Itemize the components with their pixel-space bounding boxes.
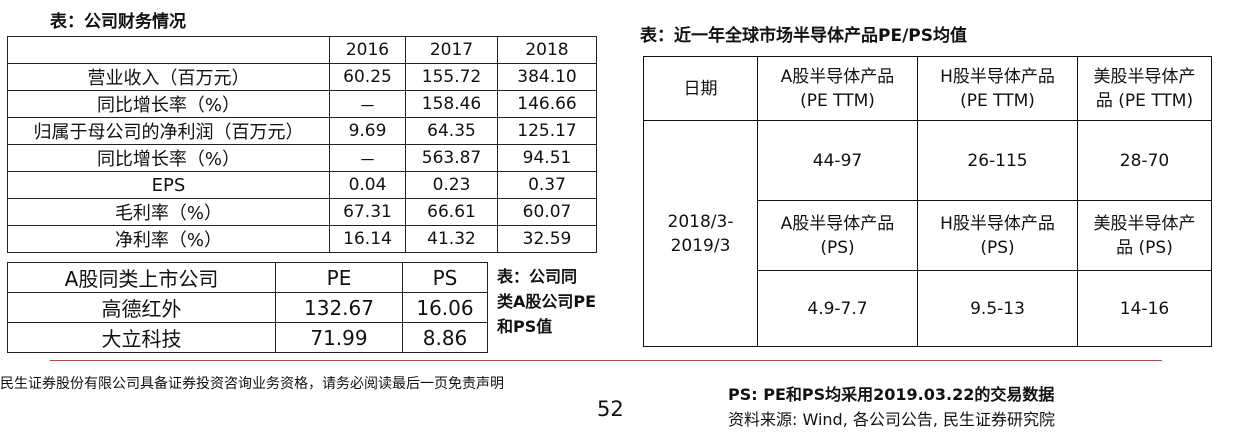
column-header: A股同类上市公司: [7, 262, 276, 293]
table-row: 同比增长率（%）－ 563.87 94.51: [7, 144, 597, 172]
financial-header-row: 2016 2017 2018: [7, 36, 597, 64]
company-name: 大立科技: [7, 322, 276, 353]
table-cell: 125.17: [497, 117, 597, 145]
ps-value-us: 14-16: [1077, 270, 1212, 347]
row-label: EPS: [7, 171, 330, 199]
table-cell: 155.72: [405, 63, 498, 91]
table-cell: 158.46: [405, 90, 498, 118]
disclaimer-text: 民生证券股份有限公司具备证券投资咨询业务资格，请务必阅读最后一页免责声明: [0, 376, 504, 392]
table-row: 高德红外 132.67 16.06: [7, 292, 488, 323]
table-cell: 563.87: [405, 144, 498, 172]
table-cell: 32.59: [497, 225, 597, 253]
table-cell: 384.10: [497, 63, 597, 91]
table-row: 净利率（%） 16.14 41.32 32.59: [7, 225, 597, 253]
table-cell: －: [329, 90, 406, 118]
column-header: 2018: [497, 36, 597, 64]
pe-header-a: A股半导体产品 (PE TTM): [757, 56, 918, 121]
pe-value-us: 28-70: [1077, 120, 1212, 201]
table-row: 同比增长率（%）－ 158.46 146.66: [7, 90, 597, 118]
table-cell: 0.37: [497, 171, 597, 199]
financial-table-title: 表：公司财务情况: [50, 12, 186, 32]
column-header: 2017: [405, 36, 498, 64]
table-row: 大立科技 71.99 8.86: [7, 322, 488, 353]
footer-divider: [50, 360, 1162, 361]
pe-header-h: H股半导体产品 (PE TTM): [917, 56, 1078, 121]
column-header: PS: [402, 262, 488, 293]
table-row: 毛利率（%） 67.31 66.61 60.07: [7, 198, 597, 226]
table-row: 归属于母公司的净利润（百万元） 9.69 64.35 125.17: [7, 117, 597, 145]
row-label: 营业收入（百万元）: [7, 63, 330, 91]
date-header: 日期: [643, 56, 758, 121]
pe-value-a: 44-97: [757, 120, 918, 201]
table-cell: 64.35: [405, 117, 498, 145]
table-cell: 0.23: [405, 171, 498, 199]
table-cell: 0.04: [329, 171, 406, 199]
peer-table-caption: 表：公司同 类A股公司PE 和PS值: [497, 267, 597, 336]
table-cell: 67.31: [329, 198, 406, 226]
ps-value-a: 4.9-7.7: [757, 270, 918, 347]
table-cell: 60.07: [497, 198, 597, 226]
ps-header-a: A股半导体产品 (PS): [757, 200, 918, 271]
peer-comparison-table: A股同类上市公司 PE PS 高德红外 132.67 16.06 大立科技 71.99 8.86: [7, 262, 488, 353]
column-header: [7, 36, 330, 64]
row-label: 毛利率（%）: [7, 198, 330, 226]
table-cell: 41.32: [405, 225, 498, 253]
table-cell: 16.14: [329, 225, 406, 253]
financial-table: 2016 2017 2018 营业收入（百万元） 60.25 155.72 384.10 同比…: [7, 36, 597, 253]
global-table-title: 表：近一年全球市场半导体产品PE/PS均值: [640, 26, 967, 46]
page-number: 52: [597, 397, 624, 421]
table-cell: 132.67: [275, 292, 403, 323]
row-label: 归属于母公司的净利润（百万元）: [7, 117, 330, 145]
date-cell: 2018/3- 2019/3: [643, 120, 758, 347]
table-cell: 71.99: [275, 322, 403, 353]
ps-value-h: 9.5-13: [917, 270, 1078, 347]
global-pe-ps-table: 日期 A股半导体产品 (PE TTM) H股半导体产品 (PE TTM) 美股半导体…: [643, 56, 1212, 347]
table-cell: 9.69: [329, 117, 406, 145]
source-note: 资料来源: Wind, 各公司公告, 民生证券研究院: [728, 410, 1056, 429]
table-cell: －: [329, 144, 406, 172]
peer-header-row: A股同类上市公司 PE PS: [7, 262, 488, 293]
table-row: 营业收入（百万元） 60.25 155.72 384.10: [7, 63, 597, 91]
table-cell: 16.06: [402, 292, 488, 323]
table-row: EPS 0.04 0.23 0.37: [7, 171, 597, 199]
pe-header-us: 美股半导体产品 (PE TTM): [1077, 56, 1212, 121]
ps-note: PS: PE和PS均采用2019.03.22的交易数据: [728, 385, 1055, 404]
table-cell: 66.61: [405, 198, 498, 226]
row-label: 同比增长率（%）: [7, 144, 330, 172]
row-label: 同比增长率（%）: [7, 90, 330, 118]
table-cell: 60.25: [329, 63, 406, 91]
ps-header-us: 美股半导体产品 (PS): [1077, 200, 1212, 271]
table-cell: 94.51: [497, 144, 597, 172]
table-cell: 8.86: [402, 322, 488, 353]
company-name: 高德红外: [7, 292, 276, 323]
ps-header-h: H股半导体产品 (PS): [917, 200, 1078, 271]
column-header: 2016: [329, 36, 406, 64]
column-header: PE: [275, 262, 403, 293]
pe-value-h: 26-115: [917, 120, 1078, 201]
row-label: 净利率（%）: [7, 225, 330, 253]
table-cell: 146.66: [497, 90, 597, 118]
